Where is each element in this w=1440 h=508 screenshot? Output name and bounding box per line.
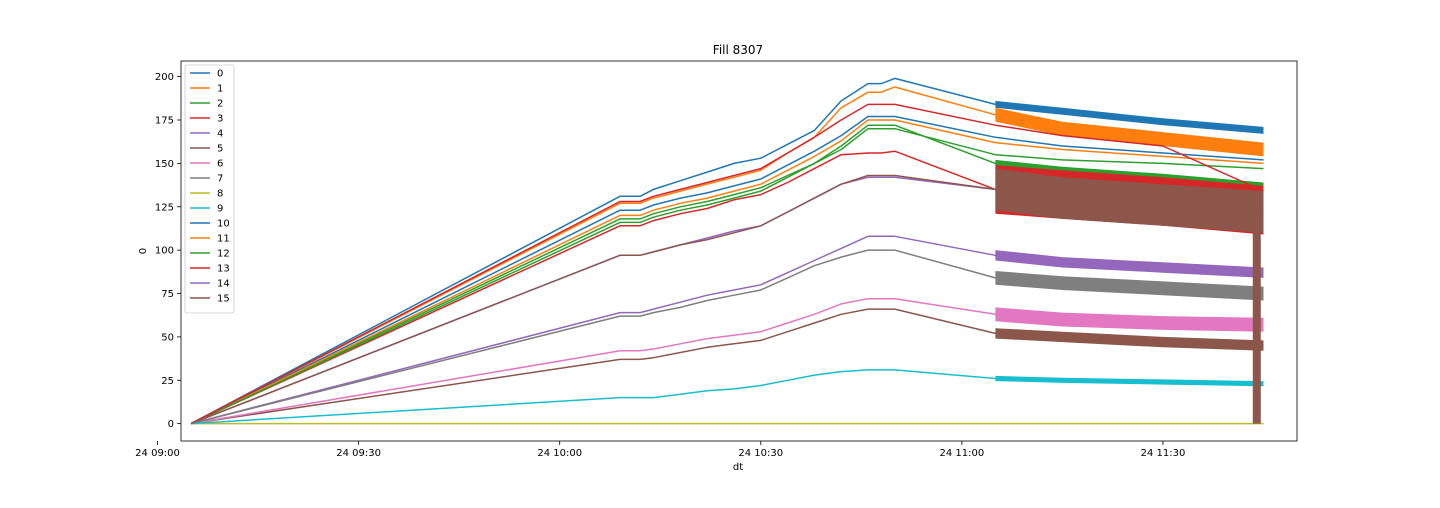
series-12-line	[190, 127, 1264, 425]
legend-label: 3	[217, 114, 223, 125]
series-6-line	[190, 297, 1264, 425]
series-6-noise-band	[995, 307, 1264, 332]
y-tick-label: 125	[155, 202, 174, 213]
chart-title: Fill 8307	[713, 43, 763, 57]
legend-label: 1	[217, 84, 223, 95]
x-tick-label: 24 09:30	[336, 448, 381, 459]
series-7-line	[190, 249, 1264, 425]
series-4-line	[190, 235, 1264, 425]
y-tick-label: 175	[155, 115, 174, 126]
legend-label: 4	[217, 129, 223, 140]
series-9-line	[191, 369, 1264, 425]
series-5-line	[190, 308, 1264, 425]
series-5-noise-band	[995, 328, 1264, 351]
series-7-noise-band	[995, 271, 1264, 301]
y-tick-label: 25	[161, 376, 174, 387]
y-tick-label: 50	[161, 332, 174, 343]
y-tick-label: 75	[161, 289, 174, 300]
legend-label: 15	[217, 294, 230, 305]
series-15-end-drop	[1252, 206, 1261, 424]
plot-area	[190, 77, 1264, 425]
legend-box	[184, 64, 235, 314]
series-11-line	[190, 119, 1264, 425]
legend-label: 0	[217, 69, 223, 80]
x-axis-label: dt	[733, 462, 743, 473]
y-axis-label: 0	[138, 248, 149, 254]
legend-label: 7	[217, 174, 223, 185]
y-tick-label: 0	[168, 419, 174, 430]
x-tick-label: 24 10:00	[537, 448, 582, 459]
plot-frame	[180, 60, 1298, 442]
legend-label: 9	[217, 204, 223, 215]
series-10-line	[190, 115, 1264, 425]
legend-label: 8	[217, 189, 223, 200]
series-4-noise-band	[995, 250, 1264, 278]
legend-label: 10	[217, 219, 230, 230]
legend-label: 2	[217, 99, 223, 110]
series-0-noise-band	[995, 100, 1264, 134]
legend-label: 5	[217, 144, 223, 155]
series-15-line	[190, 174, 1264, 425]
series-0-line	[190, 77, 1264, 425]
series-15-noise-band	[995, 168, 1264, 233]
legend-label: 11	[217, 234, 230, 245]
x-tick-label: 24 11:00	[939, 448, 984, 459]
legend-label: 12	[217, 249, 230, 260]
series-13-line	[190, 103, 1264, 425]
y-tick-label: 100	[155, 246, 174, 257]
y-tick-label: 200	[155, 72, 174, 83]
x-tick-label: 24 11:30	[1141, 448, 1186, 459]
y-tick-label: 150	[155, 159, 174, 170]
legend-label: 14	[217, 279, 230, 290]
legend-label: 6	[217, 159, 223, 170]
x-tick-label: 24 10:30	[738, 448, 783, 459]
x-tick-label: 24 09:00	[135, 448, 180, 459]
series-1-noise-band	[995, 107, 1264, 157]
legend-label: 13	[217, 264, 230, 275]
series-2-line	[190, 124, 1264, 425]
